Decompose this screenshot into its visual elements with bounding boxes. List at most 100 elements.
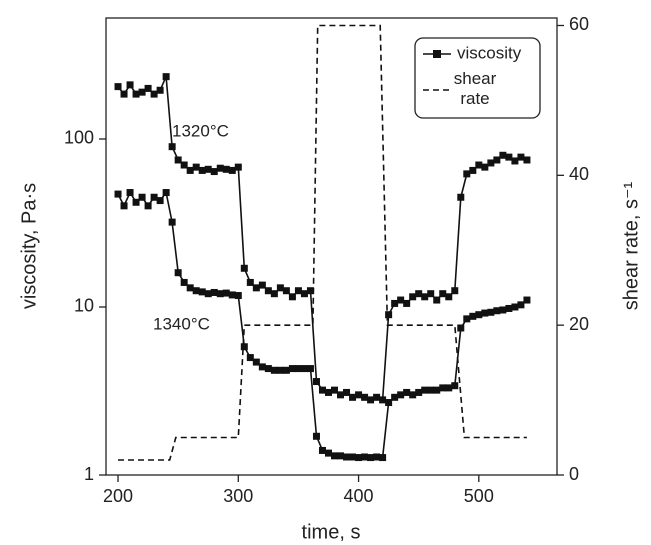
marker: [481, 309, 489, 317]
marker: [288, 293, 296, 301]
marker: [324, 449, 332, 457]
y-tick-label: 1: [84, 464, 94, 484]
marker: [126, 81, 134, 89]
marker: [409, 391, 417, 399]
marker: [439, 290, 447, 298]
series-label: 1320°C: [172, 121, 229, 140]
marker: [228, 166, 236, 174]
marker: [216, 290, 224, 298]
marker: [222, 289, 230, 297]
marker: [355, 391, 363, 399]
marker: [439, 384, 447, 392]
marker: [138, 193, 146, 201]
marker: [451, 382, 459, 390]
marker: [349, 453, 357, 461]
marker: [349, 393, 357, 401]
marker: [246, 278, 254, 286]
marker: [367, 396, 375, 404]
marker: [144, 84, 152, 92]
marker: [120, 202, 128, 210]
marker: [252, 358, 260, 366]
marker: [397, 391, 405, 399]
marker: [276, 366, 284, 374]
marker: [156, 197, 164, 205]
marker: [132, 90, 140, 98]
marker: [264, 365, 272, 373]
marker: [385, 311, 393, 319]
plot-frame: [105, 17, 558, 476]
marker: [385, 399, 393, 407]
marker: [246, 354, 254, 362]
marker: [373, 453, 381, 461]
marker: [300, 290, 308, 298]
marker: [282, 287, 290, 295]
marker: [337, 391, 345, 399]
marker: [451, 287, 459, 295]
marker: [499, 151, 507, 159]
marker: [505, 153, 513, 161]
marker: [367, 454, 375, 462]
marker: [391, 393, 399, 401]
marker: [168, 143, 176, 151]
x-tick-label: 200: [103, 486, 133, 506]
marker: [162, 189, 170, 197]
legend-marker: [433, 50, 441, 58]
marker: [415, 290, 423, 298]
marker: [120, 90, 128, 98]
dashed-line: [118, 24, 527, 461]
marker: [258, 281, 266, 289]
marker: [373, 393, 381, 401]
marker: [312, 432, 320, 440]
marker: [318, 446, 326, 454]
marker: [228, 291, 236, 299]
marker: [300, 365, 308, 373]
y-tick-label: 10: [74, 296, 94, 316]
marker: [180, 278, 188, 286]
marker: [114, 190, 122, 198]
marker: [144, 202, 152, 210]
marker: [138, 88, 146, 96]
marker: [427, 290, 435, 298]
marker: [282, 366, 290, 374]
marker: [222, 165, 230, 173]
marker: [264, 287, 272, 295]
marker: [174, 156, 182, 164]
marker: [331, 386, 339, 394]
marker: [132, 198, 140, 206]
marker: [240, 264, 248, 272]
y-axis-title: viscosity, Pa·s: [18, 183, 40, 309]
marker: [204, 165, 212, 173]
marker: [445, 293, 453, 301]
marker: [469, 166, 477, 174]
marker: [463, 315, 471, 323]
marker: [361, 453, 369, 461]
marker: [192, 163, 200, 171]
marker: [403, 299, 411, 307]
marker: [457, 324, 465, 332]
marker: [379, 454, 387, 462]
marker: [276, 284, 284, 292]
marker: [258, 363, 266, 371]
marker: [475, 161, 483, 169]
marker: [234, 292, 242, 300]
legend-box: [414, 37, 541, 119]
marker: [337, 452, 345, 460]
marker: [391, 299, 399, 307]
marker: [511, 303, 519, 311]
marker: [192, 287, 200, 295]
marker: [174, 269, 182, 277]
marker: [493, 307, 501, 315]
x-tick-label: 500: [464, 486, 494, 506]
marker: [216, 164, 224, 172]
y2-tick-label: 40: [569, 164, 589, 184]
x-tick-label: 300: [223, 486, 253, 506]
marker: [469, 312, 477, 320]
x-tick-label: 400: [344, 486, 374, 506]
marker: [186, 284, 194, 292]
marker: [457, 193, 465, 201]
marker: [433, 296, 441, 304]
marker: [150, 90, 158, 98]
marker: [294, 365, 302, 373]
marker: [481, 163, 489, 171]
marker: [463, 170, 471, 178]
